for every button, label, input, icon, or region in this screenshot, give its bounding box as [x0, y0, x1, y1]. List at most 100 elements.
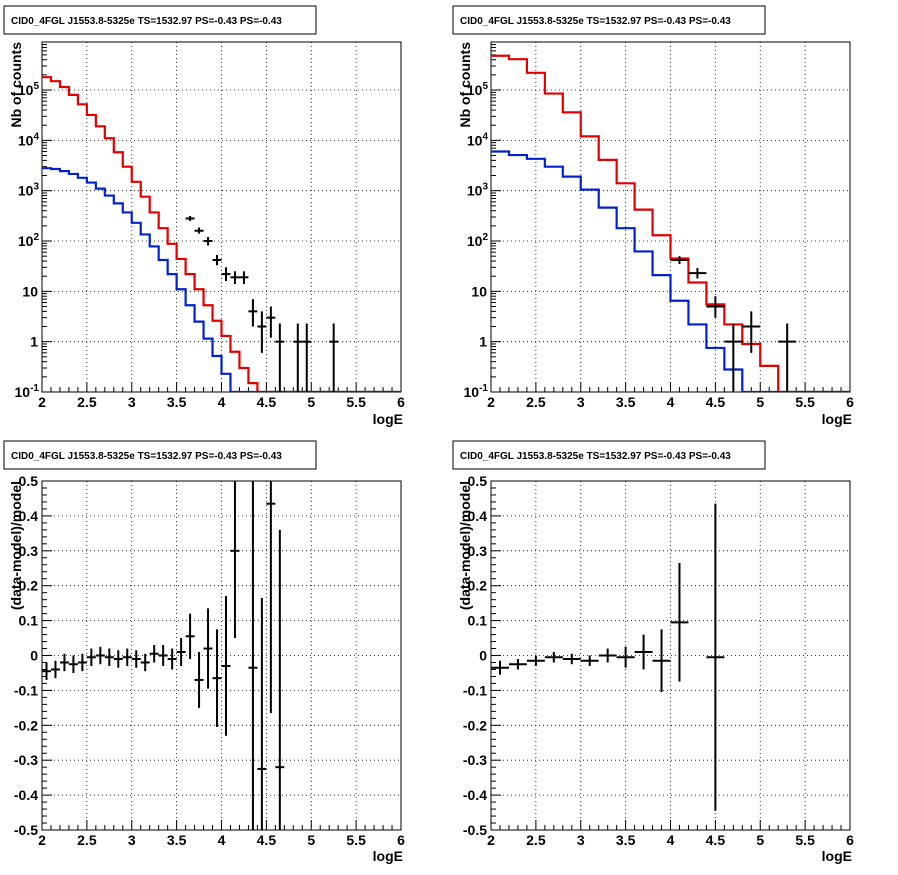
x-tick-label: 2.5: [77, 832, 97, 848]
model_source-step-line: [491, 150, 850, 392]
x-tick-label: 3: [128, 832, 136, 848]
residual-point: [598, 648, 617, 663]
data-layer: [491, 54, 850, 392]
residual-point: [203, 608, 213, 689]
x-tick-label: 6: [397, 394, 405, 410]
x-axis-title: logE: [822, 848, 852, 864]
residual-point: [113, 650, 123, 668]
residual-point: [491, 660, 509, 675]
y-tick-label: 0.5: [19, 473, 39, 489]
residual-point: [275, 529, 285, 830]
residual-point: [562, 653, 581, 665]
counts-plot-area: 2 2.5 3 3.5 4 4.5 5 5.5 6 10-1 1 10 102 103 104 105: [15, 41, 405, 410]
data-point: [778, 323, 797, 392]
residual-point: [248, 481, 258, 830]
x-tick-label: 6: [846, 832, 854, 848]
y-tick-label: 1: [30, 334, 38, 350]
x-tick-label: 3.5: [167, 832, 187, 848]
x-tick-label: 5.5: [795, 394, 815, 410]
x-tick-label: 4: [218, 832, 226, 848]
x-axis-title: logE: [373, 411, 403, 427]
x-axis-ticks: [490, 820, 851, 830]
x-tick-label: 2: [487, 832, 495, 848]
y-tick-label: 0.4: [468, 508, 488, 524]
y-axis-title: Nb of counts: [457, 42, 473, 128]
data-point: [203, 237, 213, 246]
y-tick-label: 103: [467, 182, 489, 199]
y-tick-label: -0.1: [14, 682, 38, 698]
x-tick-label: 6: [846, 394, 854, 410]
data-point: [329, 323, 339, 392]
x-tick-label: 3.5: [167, 394, 187, 410]
y-tick-label: 102: [467, 232, 489, 249]
y-tick-label: 105: [467, 81, 489, 98]
x-tick-label: 5.5: [346, 394, 366, 410]
data-point: [266, 306, 276, 338]
residual-point: [131, 650, 141, 668]
panel-title: CID0_4FGL J1553.8-5325e TS=1532.97 PS=-0…: [11, 16, 282, 27]
residual-point: [42, 662, 51, 680]
residual-point: [68, 655, 78, 673]
data-point: [248, 299, 258, 327]
y-tick-label: 0.2: [468, 578, 488, 594]
residual-point: [149, 645, 159, 663]
x-tick-label: 5.5: [795, 832, 815, 848]
y-tick-label: 104: [467, 131, 489, 148]
x-tick-label: 6: [397, 832, 405, 848]
y-axis-title: (data-model)/model: [8, 481, 24, 610]
x-tick-label: 5.5: [346, 832, 366, 848]
residual-point: [158, 645, 168, 666]
x-tick-label: 4: [667, 832, 675, 848]
data-layer: [42, 481, 285, 830]
y-tick-label: 1: [479, 334, 487, 350]
counts-coarse-panel: CID0_4FGL J1553.8-5325e TS=1532.97 PS=-0…: [452, 5, 854, 427]
counts-plot-area: 2 2.5 3 3.5 4 4.5 5 5.5 6 10-1 1 10 102 103 104 105: [464, 41, 854, 410]
data-point: [221, 267, 231, 282]
x-tick-label: 2: [38, 832, 46, 848]
residual-point: [185, 613, 195, 659]
y-tick-label: -0.2: [14, 717, 38, 733]
x-axis-ticks: [41, 820, 402, 830]
x-tick-label: 4.5: [706, 832, 726, 848]
panel-title-box: [452, 5, 766, 35]
x-axis-title: logE: [373, 848, 403, 864]
y-axis-ticks: [42, 480, 52, 831]
panel-title: CID0_4FGL J1553.8-5325e TS=1532.97 PS=-0…: [11, 451, 282, 462]
data-point: [706, 296, 725, 318]
y-tick-label: -0.5: [463, 822, 487, 838]
x-tick-label: 2.5: [77, 394, 97, 410]
x-tick-label: 5: [307, 832, 315, 848]
y-tick-label: 0.1: [19, 613, 39, 629]
residual-point: [580, 655, 599, 666]
x-tick-label: 2.5: [526, 394, 546, 410]
y-tick-label: -0.3: [463, 752, 487, 768]
residual-coarse-panel: CID0_4FGL J1553.8-5325e TS=1532.97 PS=-0…: [452, 440, 854, 864]
residual-point: [544, 652, 563, 663]
data-point: [742, 311, 761, 353]
residual-point: [706, 503, 725, 811]
data-point: [230, 271, 240, 284]
residual-point: [167, 648, 177, 670]
y-tick-label: 0.5: [468, 473, 488, 489]
data-point: [293, 323, 303, 392]
y-axis-ticks: [491, 41, 501, 393]
data-layer: [42, 76, 401, 392]
data-point: [185, 215, 195, 221]
residual-point: [122, 648, 132, 666]
x-tick-label: 2: [38, 394, 46, 410]
residual-plot-area: 2 2.5 3 3.5 4 4.5 5 5.5 6 -0.5 -0.4 -0.3 -0.2 -0.1 0 0.…: [463, 473, 854, 848]
y-axis-title: (data-model)/model: [457, 481, 473, 610]
y-tick-label: 0.3: [19, 543, 39, 559]
residual-point: [230, 481, 240, 639]
panel-title-box: [3, 440, 317, 470]
x-tick-label: 5: [307, 394, 315, 410]
y-tick-label: -0.2: [463, 717, 487, 733]
x-tick-label: 3.5: [616, 832, 636, 848]
grid-lines: [490, 480, 851, 831]
residual-point: [194, 652, 204, 708]
y-tick-label: 0.1: [468, 613, 488, 629]
data-point: [212, 254, 222, 266]
model_total-step-line: [491, 54, 850, 392]
x-tick-label: 5: [756, 394, 764, 410]
